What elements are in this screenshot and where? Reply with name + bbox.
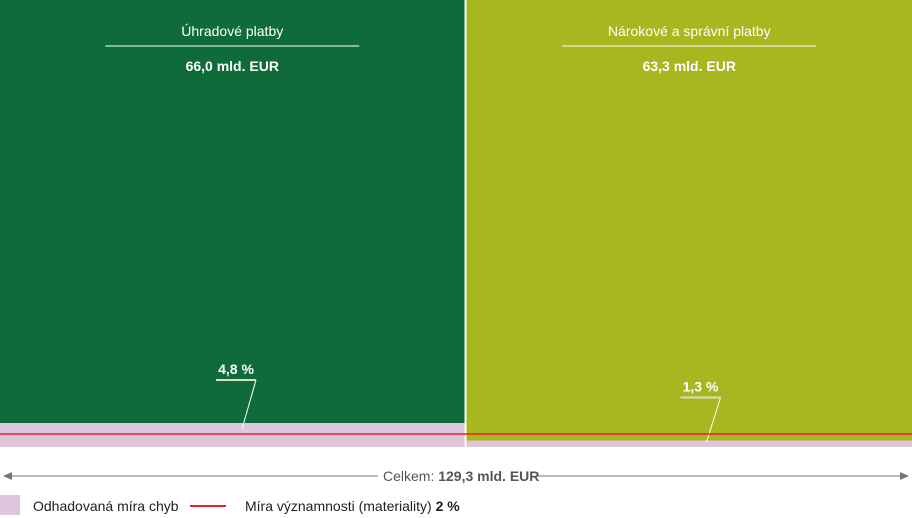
legend-error-swatch: [0, 495, 20, 515]
category-label: Úhradové platby: [181, 23, 283, 39]
amount-label: 63,3 mld. EUR: [643, 58, 736, 74]
total-label: Celkem: 129,3 mld. EUR: [383, 468, 539, 484]
materiality-text: Míra významnosti (materiality): [245, 498, 436, 514]
bar-2: [466, 0, 912, 447]
error-rate-bar-1: [0, 423, 465, 447]
materiality-value: 2 %: [436, 498, 461, 514]
total-prefix: Celkem:: [383, 468, 438, 484]
bar-1: [0, 0, 465, 447]
amount-label: 66,0 mld. EUR: [186, 58, 279, 74]
callout-leader: [241, 379, 257, 430]
error-rate-label: 1,3 %: [683, 379, 719, 395]
error-rate-bar-2: [466, 440, 912, 447]
category-label: Nárokové a správní platby: [608, 23, 771, 39]
arrow-right-icon: [900, 472, 909, 480]
total-value: 129,3 mld. EUR: [438, 468, 539, 484]
legend-materiality-label: Míra významnosti (materiality) 2 %: [245, 498, 460, 514]
legend-error-label: Odhadovaná míra chyb: [33, 498, 179, 514]
arrow-left-icon: [3, 472, 12, 480]
error-rate-label: 4,8 %: [218, 361, 254, 377]
